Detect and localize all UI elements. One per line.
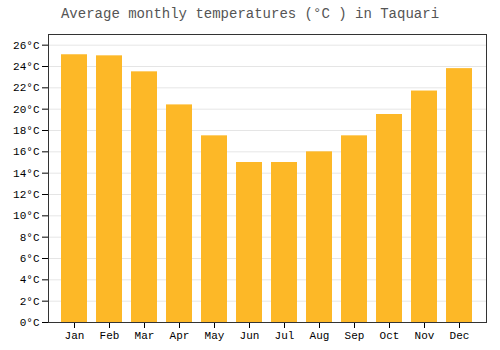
svg-text:Apr: Apr — [170, 330, 190, 342]
svg-text:14°C: 14°C — [13, 168, 40, 180]
svg-text:8°C: 8°C — [20, 232, 40, 244]
svg-text:Mar: Mar — [135, 330, 155, 342]
svg-text:0°C: 0°C — [20, 317, 40, 329]
svg-text:24°C: 24°C — [13, 61, 40, 73]
svg-text:Jan: Jan — [65, 330, 85, 342]
svg-text:May: May — [205, 330, 225, 342]
svg-text:Jun: Jun — [240, 330, 260, 342]
svg-text:20°C: 20°C — [13, 104, 40, 116]
svg-text:2°C: 2°C — [20, 296, 40, 308]
svg-text:4°C: 4°C — [20, 274, 40, 286]
svg-text:10°C: 10°C — [13, 210, 40, 222]
svg-text:Aug: Aug — [310, 330, 330, 342]
svg-text:22°C: 22°C — [13, 82, 40, 94]
svg-text:Jul: Jul — [275, 330, 295, 342]
svg-text:18°C: 18°C — [13, 125, 40, 137]
svg-text:Oct: Oct — [380, 330, 400, 342]
svg-text:26°C: 26°C — [13, 40, 40, 52]
svg-text:Nov: Nov — [415, 330, 435, 342]
svg-text:Sep: Sep — [345, 330, 365, 342]
html-text:Average monthly temperatures (: Average monthly temperatures (°C ) in Ta… — [61, 6, 439, 22]
svg-text:Dec: Dec — [450, 330, 470, 342]
svg-text:12°C: 12°C — [13, 189, 40, 201]
svg-text:Feb: Feb — [100, 330, 120, 342]
svg-text:16°C: 16°C — [13, 146, 40, 158]
svg-text:6°C: 6°C — [20, 253, 40, 265]
